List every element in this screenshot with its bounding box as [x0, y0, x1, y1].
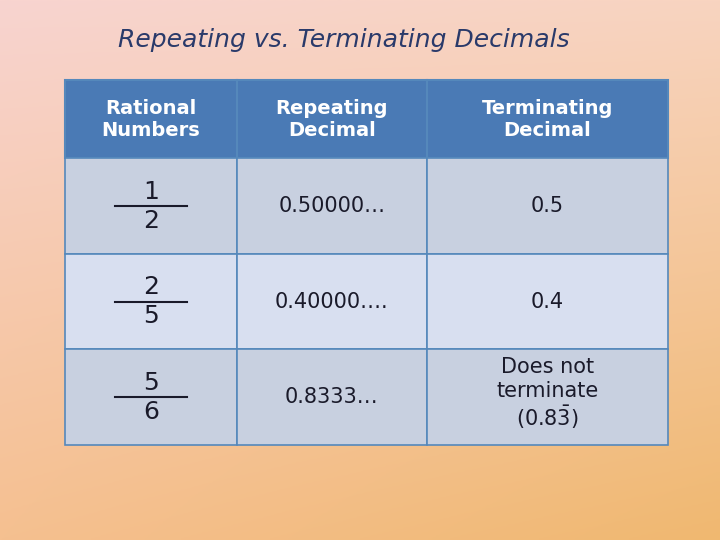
- Text: 0.40000….: 0.40000….: [275, 292, 389, 312]
- Text: 5: 5: [143, 370, 159, 395]
- Text: 0.50000…: 0.50000…: [279, 196, 385, 216]
- Bar: [65, 80, 237, 158]
- Text: 6: 6: [143, 400, 159, 424]
- Text: 2: 2: [143, 209, 159, 233]
- Text: (0.8$\mathregular{\bar{3}}$): (0.8$\mathregular{\bar{3}}$): [516, 404, 579, 431]
- Bar: [427, 349, 668, 445]
- Text: Terminating
Decimal: Terminating Decimal: [482, 99, 613, 140]
- Text: 5: 5: [143, 305, 159, 328]
- Bar: [427, 80, 668, 158]
- Bar: [427, 158, 668, 254]
- Bar: [65, 158, 237, 254]
- Bar: [237, 254, 427, 349]
- Bar: [427, 254, 668, 349]
- Bar: [237, 349, 427, 445]
- Bar: [65, 349, 237, 445]
- Text: 0.5: 0.5: [531, 196, 564, 216]
- Text: terminate: terminate: [496, 381, 598, 401]
- Bar: [65, 254, 237, 349]
- Text: 2: 2: [143, 275, 159, 299]
- Text: Repeating vs. Terminating Decimals: Repeating vs. Terminating Decimals: [118, 28, 570, 52]
- Text: Repeating
Decimal: Repeating Decimal: [276, 99, 388, 140]
- Text: 0.4: 0.4: [531, 292, 564, 312]
- Text: 1: 1: [143, 180, 159, 204]
- Text: 0.8333…: 0.8333…: [285, 387, 379, 407]
- Bar: [237, 158, 427, 254]
- Text: Rational
Numbers: Rational Numbers: [102, 99, 200, 140]
- Bar: [237, 80, 427, 158]
- Text: Does not: Does not: [501, 357, 594, 377]
